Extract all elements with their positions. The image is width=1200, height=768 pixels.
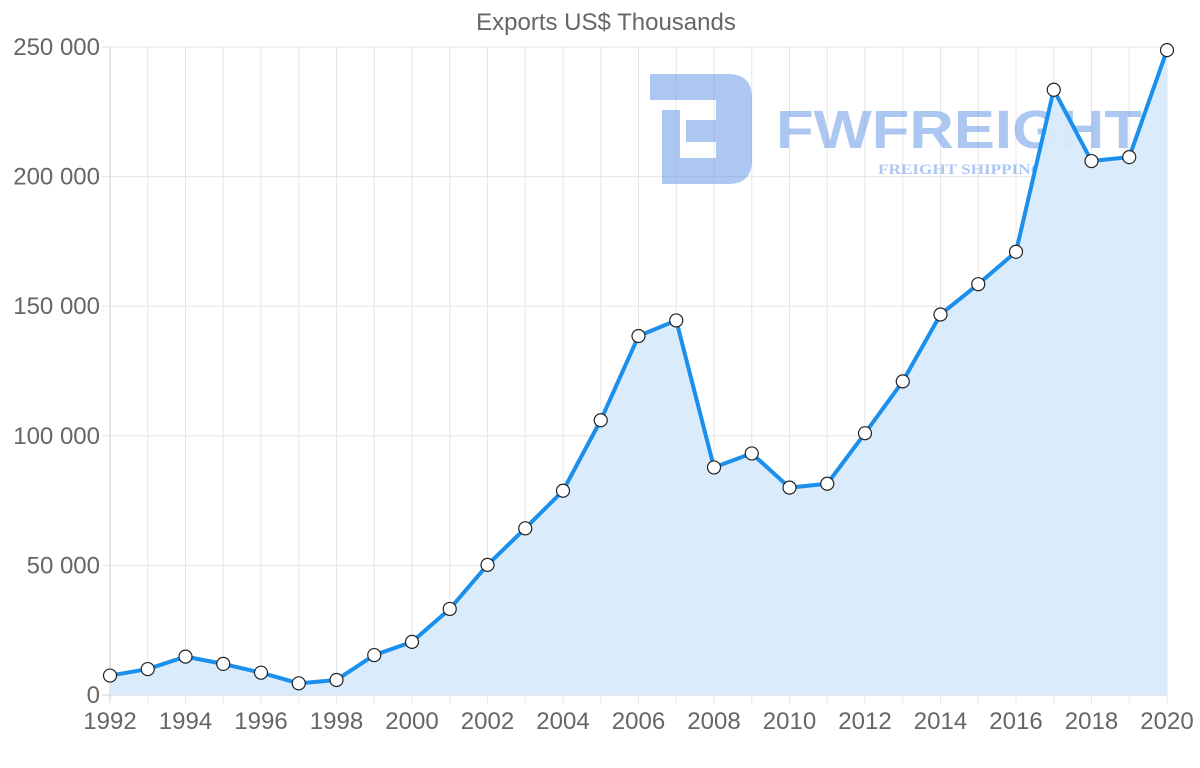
data-point-2013[interactable] [895,374,910,389]
y-tick-label: 50 000 [27,552,100,579]
x-tick-label: 1998 [310,708,363,735]
x-tick-label: 2000 [385,708,438,735]
data-point-2016[interactable] [1008,244,1024,259]
data-point-2007[interactable] [669,313,684,328]
data-point-2002[interactable] [480,557,495,572]
data-point-2009[interactable] [744,446,759,461]
watermark-logo: FWFREIGHT FREIGHT SHIPPING [650,74,1142,184]
data-point-2000[interactable] [404,634,420,649]
fwfreight-logo-icon [650,74,752,184]
chart-title: Exports US$ Thousands [476,9,736,36]
data-point-2010[interactable] [782,480,797,495]
data-point-2008[interactable] [706,460,722,475]
data-point-1993[interactable] [140,661,155,677]
x-tick-label: 2002 [461,708,514,735]
data-point-2017[interactable] [1046,82,1061,97]
data-point-2004[interactable] [555,483,571,498]
y-tick-label: 250 000 [13,34,100,61]
data-point-2015[interactable] [971,277,986,292]
data-point-1992[interactable] [102,668,118,683]
data-point-2005[interactable] [593,413,608,428]
x-tick-label: 2012 [838,708,891,735]
series-area-fill [110,50,1167,696]
data-point-2012[interactable] [857,426,873,441]
y-tick-label: 100 000 [13,423,100,450]
x-tick-label: 2014 [914,708,967,735]
data-point-2018[interactable] [1084,153,1099,169]
data-point-1996[interactable] [253,665,269,680]
y-tick-label: 150 000 [13,293,100,320]
x-tick-label: 1994 [159,708,212,735]
watermark-tagline: FREIGHT SHIPPING [878,162,1044,178]
y-tick-label: 0 [87,682,100,709]
x-tick-label: 2016 [989,708,1042,735]
x-tick-label: 2020 [1140,708,1193,735]
data-point-2020[interactable] [1159,43,1175,58]
data-point-1998[interactable] [329,672,344,688]
x-tick-label: 1996 [234,708,287,735]
x-tick-label: 2004 [536,708,589,735]
data-point-2003[interactable] [518,521,533,536]
data-point-2001[interactable] [442,601,457,617]
x-tick-label: 2010 [763,708,816,735]
data-points [102,43,1175,691]
x-tick-label: 2018 [1065,708,1118,735]
x-tick-label: 2008 [687,708,740,735]
x-tick-label: 2006 [612,708,665,735]
x-tick-label: 1992 [83,708,136,735]
data-point-2006[interactable] [631,328,646,344]
x-axis-tick-labels: 1992 1994 1996 1998 2000 2002 2004 2006 2008 2010… [83,708,1193,735]
data-point-2014[interactable] [933,307,948,322]
data-point-2019[interactable] [1122,150,1137,165]
data-point-1999[interactable] [367,647,382,663]
data-point-1994[interactable] [178,649,193,664]
data-point-1997[interactable] [291,676,306,691]
y-axis-tick-labels: 0 50 000 100 000 150 000 200 000 250 000 [13,34,100,709]
data-point-2011[interactable] [820,476,835,491]
data-point-1995[interactable] [216,656,231,671]
y-tick-label: 200 000 [13,164,100,191]
